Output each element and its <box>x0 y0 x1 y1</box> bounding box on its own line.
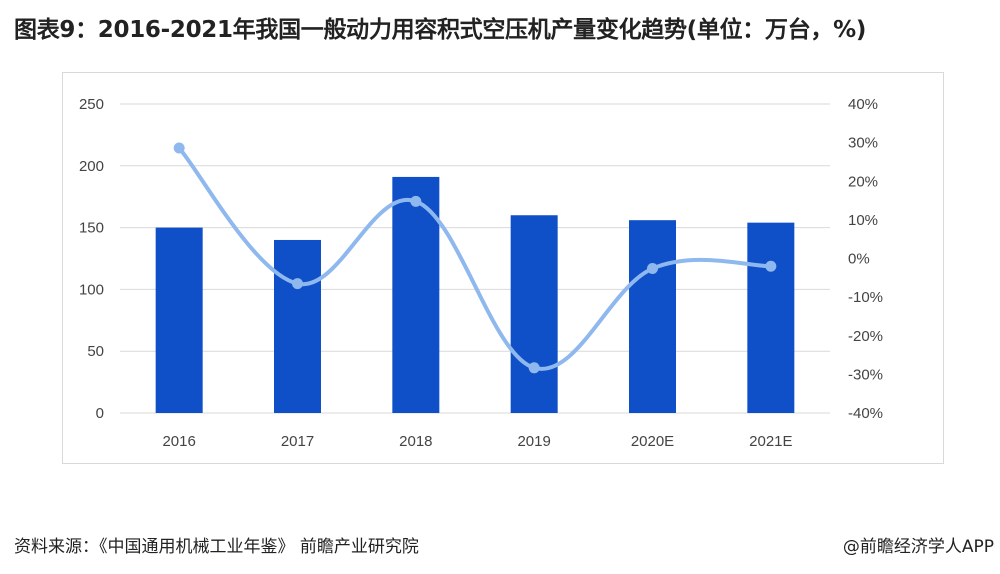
line-point <box>292 278 303 290</box>
y-left-tick-label: 0 <box>96 405 104 422</box>
x-tick-label: 2018 <box>399 433 432 450</box>
bar <box>392 176 440 413</box>
line-point <box>173 142 185 154</box>
grid-lines <box>120 103 830 414</box>
x-tick-label: 2019 <box>517 433 550 450</box>
y-left-tick-label: 200 <box>79 158 104 175</box>
y-right-tick-label: -20% <box>848 328 883 345</box>
line-point <box>528 362 540 374</box>
y-right-tick-label: 30% <box>848 135 878 152</box>
bar-series <box>155 176 795 413</box>
line-point <box>647 263 658 275</box>
x-tick-label: 2017 <box>281 433 314 450</box>
bar <box>155 227 203 413</box>
brand-credit: @前瞻经济学人APP <box>842 537 994 557</box>
y-right-tick-label: 10% <box>848 212 878 229</box>
chart-title: 图表9：2016-2021年我国一般动力用容积式空压机产量变化趋势(单位：万台，… <box>14 17 867 43</box>
y-right-tick-label: 20% <box>848 173 878 190</box>
x-tick-label: 2016 <box>162 433 195 450</box>
y-left-tick-label: 100 <box>79 281 104 298</box>
line-point <box>765 260 777 272</box>
y-right-tick-label: 40% <box>848 96 878 113</box>
bar <box>629 220 676 413</box>
bar <box>274 239 321 413</box>
y-right-tick-label: -40% <box>848 405 883 422</box>
x-tick-label: 2020E <box>631 433 674 450</box>
source-note: 资料来源：《中国通用机械工业年鉴》 前瞻产业研究院 <box>14 537 419 557</box>
y-left-tick-label: 150 <box>79 220 104 237</box>
line-point <box>410 195 422 207</box>
y-left-tick-label: 50 <box>87 343 104 360</box>
growth-line-series <box>173 142 777 374</box>
bar <box>747 222 795 413</box>
y-left-tick-label: 250 <box>79 96 104 113</box>
chart-frame <box>62 72 944 464</box>
y-right-tick-label: -10% <box>848 289 883 306</box>
axis-labels: 0 50 100 150 200 250 -40% -30% -20% -10% 0% 10% 20% 3… <box>79 96 883 450</box>
y-right-tick-label: -30% <box>848 366 883 383</box>
growth-line <box>177 146 773 371</box>
x-tick-label: 2021E <box>749 433 792 450</box>
y-right-tick-label: 0% <box>848 251 870 268</box>
bar <box>510 215 558 413</box>
